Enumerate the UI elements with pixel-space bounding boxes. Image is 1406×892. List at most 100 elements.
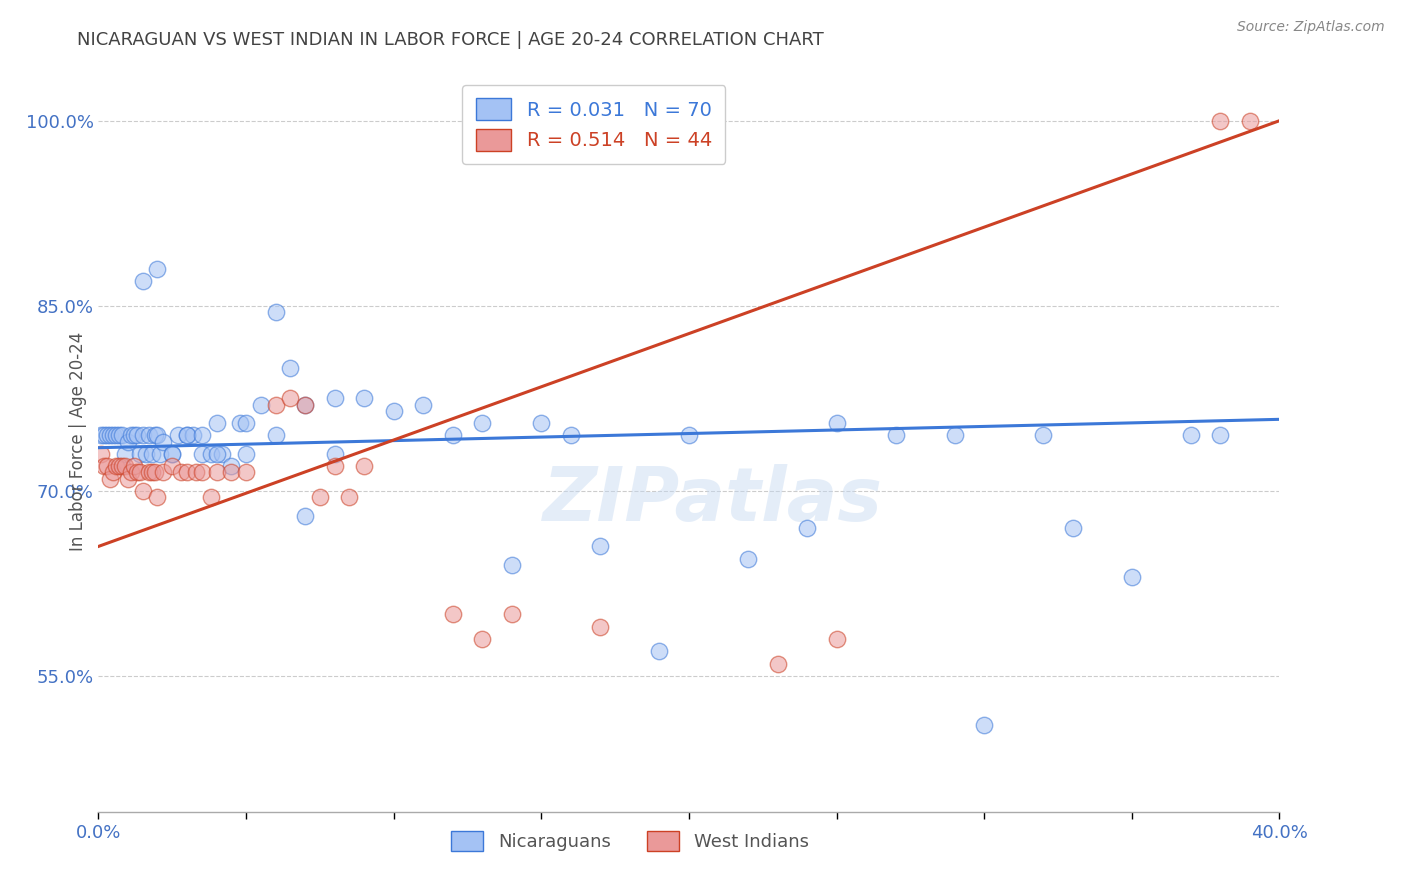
Point (98, 472, 121, 486)
Point (353, 459, 375, 474)
Point (221, 466, 243, 480)
Point (162, 447, 183, 461)
Point (120, 466, 142, 480)
Point (229, 416, 252, 430)
Point (103, 428, 125, 442)
Point (132, 428, 155, 442)
Point (973, 718, 995, 732)
Point (884, 428, 907, 442)
Point (111, 459, 134, 474)
Point (93, 428, 115, 442)
Point (108, 459, 131, 474)
Point (280, 392, 302, 406)
Text: NICARAGUAN VS WEST INDIAN IN LABOR FORCE | AGE 20-24 CORRELATION CHART: NICARAGUAN VS WEST INDIAN IN LABOR FORCE… (77, 31, 824, 49)
Point (796, 521, 818, 535)
Point (235, 466, 257, 480)
Point (162, 459, 183, 474)
Point (501, 607, 523, 622)
Point (382, 403, 405, 417)
Point (1239, 113, 1261, 128)
Point (143, 466, 166, 480)
Point (138, 466, 160, 480)
Point (825, 416, 848, 430)
Point (135, 447, 157, 461)
Point (211, 447, 233, 461)
Point (323, 392, 346, 406)
Point (103, 466, 125, 480)
Point (309, 490, 332, 504)
Point (943, 428, 966, 442)
Point (323, 459, 346, 474)
Point (138, 428, 160, 442)
Point (176, 428, 198, 442)
Point (648, 644, 671, 658)
Point (191, 428, 214, 442)
Point (678, 428, 700, 442)
Point (205, 416, 228, 430)
Point (205, 447, 228, 461)
Point (170, 466, 193, 480)
Point (111, 428, 134, 442)
Point (471, 416, 494, 430)
Point (141, 466, 163, 480)
Point (353, 392, 375, 406)
Point (105, 459, 128, 474)
Point (96, 459, 118, 474)
Point (191, 466, 214, 480)
Point (589, 620, 612, 634)
Point (162, 447, 183, 461)
Point (132, 274, 155, 288)
Point (181, 428, 204, 442)
Point (339, 490, 361, 504)
Point (264, 305, 287, 319)
Point (205, 466, 228, 480)
Point (125, 466, 148, 480)
Point (108, 428, 131, 442)
Point (235, 447, 257, 461)
Point (280, 360, 302, 375)
Point (501, 558, 523, 572)
Point (132, 483, 155, 498)
Point (200, 447, 222, 461)
Point (114, 459, 136, 474)
Point (146, 261, 169, 276)
Point (128, 466, 150, 480)
Point (191, 447, 214, 461)
Text: ZIPatlas: ZIPatlas (543, 464, 883, 537)
Point (117, 472, 139, 486)
Point (176, 466, 198, 480)
Point (105, 428, 128, 442)
Point (184, 466, 207, 480)
Point (152, 434, 174, 449)
Point (825, 632, 848, 646)
Point (264, 428, 287, 442)
Point (1180, 428, 1202, 442)
Point (471, 632, 494, 646)
Point (221, 459, 243, 474)
Legend: Nicaraguans, West Indians: Nicaraguans, West Indians (444, 824, 815, 858)
Point (1121, 570, 1143, 584)
Point (235, 416, 257, 430)
Point (264, 398, 287, 412)
Point (149, 447, 172, 461)
Point (90, 428, 112, 442)
Point (1209, 428, 1232, 442)
Point (122, 459, 145, 474)
Point (141, 447, 163, 461)
Point (143, 428, 166, 442)
Point (589, 540, 612, 554)
Point (122, 428, 145, 442)
Point (412, 398, 434, 412)
Point (93, 459, 115, 474)
Point (294, 398, 316, 412)
Point (128, 447, 150, 461)
Point (98, 428, 121, 442)
Point (530, 416, 553, 430)
Point (114, 447, 136, 461)
Text: Source: ZipAtlas.com: Source: ZipAtlas.com (1237, 20, 1385, 34)
Point (1032, 428, 1054, 442)
Point (441, 607, 464, 622)
Point (250, 398, 273, 412)
Point (125, 428, 148, 442)
Point (120, 428, 142, 442)
